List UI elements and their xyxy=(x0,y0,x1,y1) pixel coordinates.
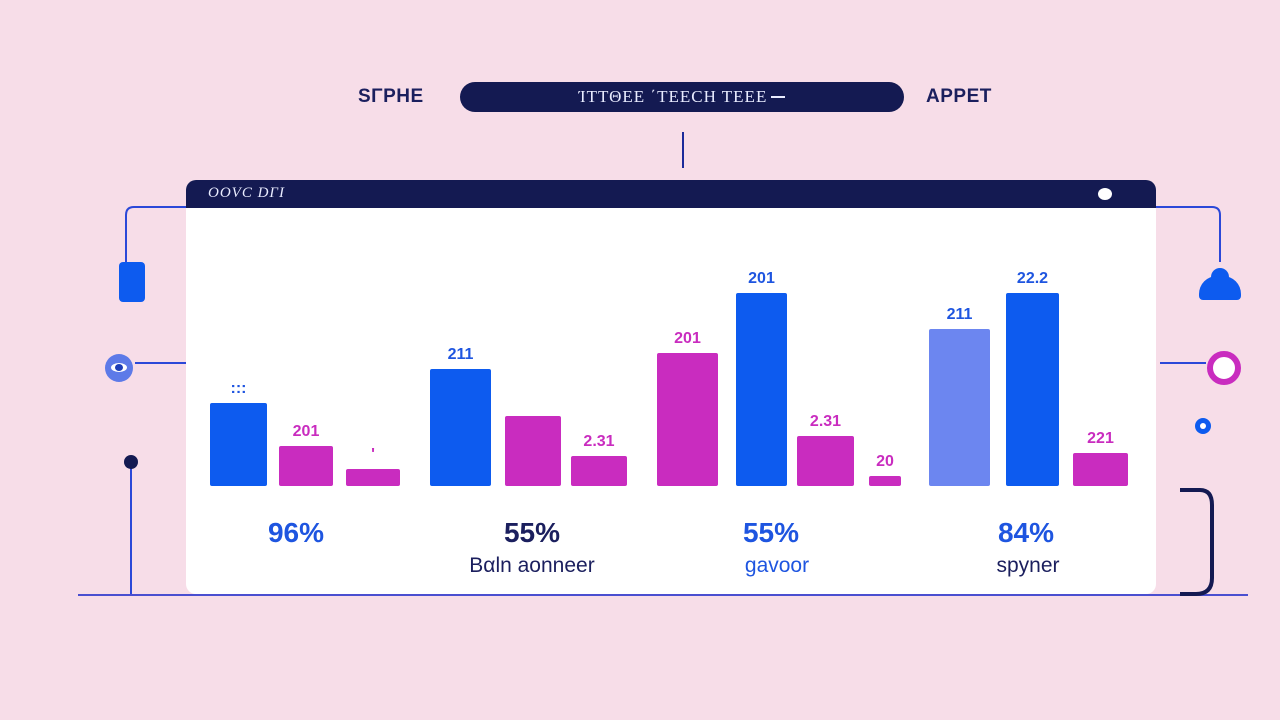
group-label: gavoor xyxy=(745,554,809,577)
bar-3-1 xyxy=(1006,293,1059,486)
header-pill[interactable]: ΊΤΤΘΕΕ ΄ΤΕΕCΗ ΤΕΕΕ xyxy=(460,82,904,112)
bar-3-2 xyxy=(1073,453,1128,486)
bar-value-label: ' xyxy=(371,446,375,463)
bar-1-2 xyxy=(571,456,627,486)
right-bell-icon xyxy=(1199,268,1241,300)
left-device-icon xyxy=(119,262,145,302)
bar-value-label: 2.31 xyxy=(583,433,614,450)
bar-value-label: 211 xyxy=(448,346,474,363)
group-percent: 96% xyxy=(268,517,324,548)
bar-value-label: 22.2 xyxy=(1017,270,1048,287)
right-top-connector xyxy=(1156,206,1221,262)
bar-1-0 xyxy=(430,369,491,486)
panel-header: OOVC DΓΙ xyxy=(186,180,1156,208)
header-pill-text: ΊΤΤΘΕΕ ΄ΤΕΕCΗ ΤΕΕΕ xyxy=(578,87,768,106)
left-top-connector xyxy=(125,206,186,264)
left-header-label: SΓPHE xyxy=(358,86,424,107)
bar-value-label: 2.31 xyxy=(810,413,841,430)
bar-value-label: ::: xyxy=(231,380,247,397)
bar-value-label: 20 xyxy=(876,453,894,470)
group-label: spyner xyxy=(996,554,1059,577)
bar-1-1 xyxy=(505,416,561,486)
bar-3-0 xyxy=(929,329,990,486)
right-small-dot xyxy=(1195,418,1211,434)
group-percent: 84% xyxy=(998,517,1054,548)
right-header-label: APPET xyxy=(926,86,992,107)
panel-menu-dot[interactable] xyxy=(1098,188,1112,200)
bar-value-label: 201 xyxy=(293,423,320,440)
bar-value-label: 211 xyxy=(947,306,973,323)
bar-value-label: 201 xyxy=(748,270,775,287)
left-node-dot xyxy=(124,455,138,469)
bar-2-2 xyxy=(797,436,854,486)
bar-2-0 xyxy=(657,353,718,486)
left-eye-icon xyxy=(105,354,133,382)
bar-0-2 xyxy=(346,469,400,486)
bar-0-1 xyxy=(279,446,333,486)
right-bottom-bracket xyxy=(1180,488,1214,596)
bar-value-label: 201 xyxy=(674,330,701,347)
bar-2-3 xyxy=(869,476,901,486)
group-label: Bαln aonneer xyxy=(469,554,594,577)
bar-2-1 xyxy=(736,293,787,486)
pill-dash xyxy=(771,96,786,98)
panel-title: OOVC DΓΙ xyxy=(208,185,285,201)
group-percent: 55% xyxy=(504,517,560,548)
bar-0-0 xyxy=(210,403,267,486)
bar-value-label: 221 xyxy=(1087,430,1114,447)
right-ring-icon xyxy=(1207,351,1241,385)
group-percent: 55% xyxy=(743,517,799,548)
